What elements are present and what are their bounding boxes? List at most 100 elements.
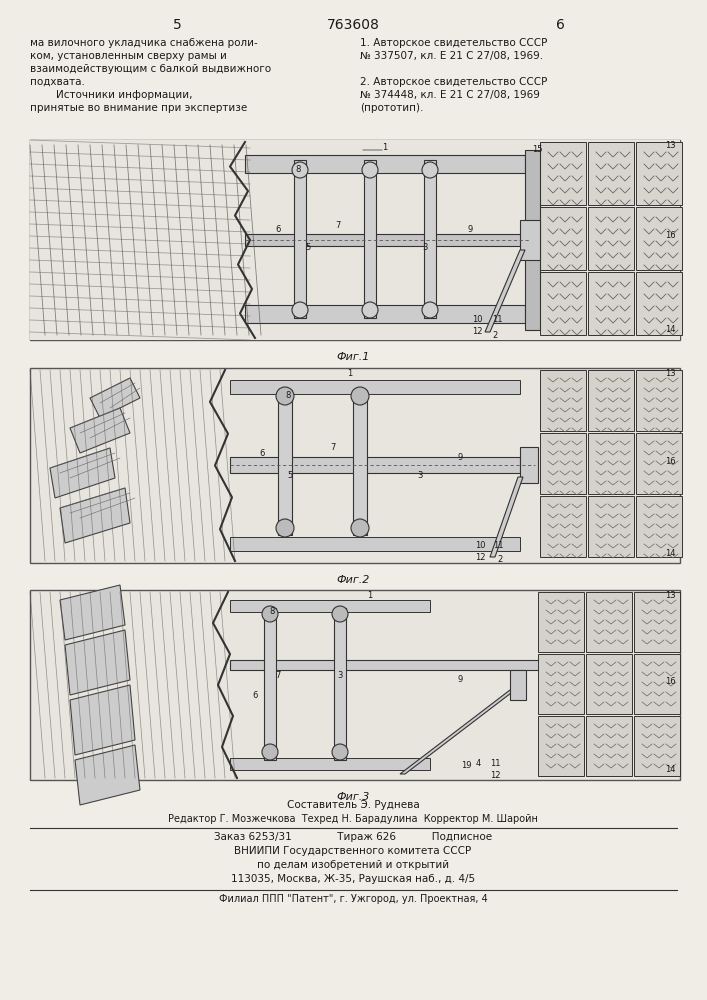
Bar — [540, 496, 586, 557]
Text: № 337507, кл. Е 21 С 27/08, 1969.: № 337507, кл. Е 21 С 27/08, 1969. — [360, 51, 543, 61]
Text: 19: 19 — [461, 762, 472, 770]
Text: 2. Авторское свидетельство СССР: 2. Авторское свидетельство СССР — [360, 77, 547, 87]
Polygon shape — [90, 378, 140, 418]
Bar — [230, 457, 520, 473]
Bar — [334, 608, 346, 760]
Polygon shape — [60, 488, 130, 543]
Text: 6: 6 — [556, 18, 564, 32]
Bar — [230, 758, 430, 770]
Circle shape — [362, 302, 378, 318]
Bar — [540, 433, 586, 494]
Text: Филиал ППП "Патент", г. Ужгород, ул. Проектная, 4: Филиал ППП "Патент", г. Ужгород, ул. Про… — [218, 894, 487, 904]
Polygon shape — [65, 630, 130, 695]
Bar — [525, 150, 540, 330]
Polygon shape — [60, 585, 125, 640]
Text: 9: 9 — [457, 674, 462, 684]
Bar — [634, 716, 680, 776]
Circle shape — [262, 744, 278, 760]
Polygon shape — [70, 408, 130, 453]
Text: 3: 3 — [422, 243, 428, 252]
Text: взаимодействующим с балкой выдвижного: взаимодействующим с балкой выдвижного — [30, 64, 271, 74]
Text: 15: 15 — [532, 145, 542, 154]
Polygon shape — [490, 477, 523, 557]
Text: 11: 11 — [492, 316, 502, 324]
Text: Редактор Г. Мозжечкова  Техред Н. Барадулина  Корректор М. Шаройн: Редактор Г. Мозжечкова Техред Н. Барадул… — [168, 814, 538, 824]
Circle shape — [332, 606, 348, 622]
Text: 6: 6 — [259, 448, 264, 458]
Text: № 374448, кл. Е 21 С 27/08, 1969: № 374448, кл. Е 21 С 27/08, 1969 — [360, 90, 540, 100]
Circle shape — [292, 302, 308, 318]
Text: 16: 16 — [665, 676, 675, 686]
Bar — [245, 234, 535, 246]
Bar — [586, 716, 632, 776]
Bar — [538, 654, 584, 714]
Bar — [424, 160, 436, 318]
Text: Фиг.1: Фиг.1 — [337, 352, 370, 362]
Bar — [538, 716, 584, 776]
Bar — [520, 447, 538, 483]
Circle shape — [276, 519, 294, 537]
Bar — [636, 433, 682, 494]
Text: 9: 9 — [467, 226, 472, 234]
Bar — [586, 592, 632, 652]
Text: 16: 16 — [665, 456, 675, 466]
Bar — [540, 370, 586, 431]
Text: 7: 7 — [335, 221, 341, 230]
Text: 12: 12 — [490, 770, 501, 780]
Polygon shape — [50, 448, 115, 498]
Circle shape — [362, 162, 378, 178]
Bar — [30, 140, 680, 340]
Text: Фиг.2: Фиг.2 — [337, 575, 370, 585]
Text: 8: 8 — [286, 391, 291, 400]
Bar — [636, 496, 682, 557]
Text: 1: 1 — [368, 591, 373, 600]
Circle shape — [276, 387, 294, 405]
Text: подхвата.: подхвата. — [30, 77, 85, 87]
Text: 13: 13 — [665, 368, 675, 377]
Bar — [636, 272, 682, 335]
Text: Заказ 6253/31              Тираж 626           Подписное: Заказ 6253/31 Тираж 626 Подписное — [214, 832, 492, 842]
Bar — [540, 272, 586, 335]
Text: 8: 8 — [269, 607, 275, 616]
Text: 16: 16 — [665, 231, 675, 239]
Text: 9: 9 — [457, 452, 462, 462]
Bar — [230, 600, 430, 612]
Bar — [230, 380, 520, 394]
Bar — [364, 160, 376, 318]
Text: по делам изобретений и открытий: по делам изобретений и открытий — [257, 860, 449, 870]
Circle shape — [351, 519, 369, 537]
Text: 5: 5 — [287, 471, 293, 480]
Text: 12: 12 — [472, 328, 482, 336]
Bar — [636, 207, 682, 270]
Bar — [30, 140, 680, 340]
Bar — [634, 592, 680, 652]
Text: (прототип).: (прототип). — [360, 103, 423, 113]
Text: ВНИИПИ Государственного комитета СССР: ВНИИПИ Государственного комитета СССР — [235, 846, 472, 856]
Text: 14: 14 — [665, 326, 675, 334]
Bar — [30, 590, 680, 780]
Polygon shape — [75, 745, 140, 805]
Text: 7: 7 — [330, 442, 336, 452]
Bar — [245, 305, 525, 323]
Bar — [540, 142, 586, 205]
Text: 5: 5 — [173, 18, 182, 32]
Bar — [264, 608, 276, 760]
Bar — [588, 433, 634, 494]
Text: 12: 12 — [474, 552, 485, 562]
Text: 3: 3 — [337, 670, 343, 680]
Text: 1. Авторское свидетельство СССР: 1. Авторское свидетельство СССР — [360, 38, 547, 48]
Bar — [510, 670, 526, 700]
Text: 14: 14 — [665, 766, 675, 774]
Circle shape — [351, 387, 369, 405]
Polygon shape — [70, 685, 135, 755]
Polygon shape — [400, 690, 515, 774]
Text: ма вилочного укладчика снабжена роли-: ма вилочного укладчика снабжена роли- — [30, 38, 258, 48]
Bar — [294, 160, 306, 318]
Bar — [245, 155, 525, 173]
Text: 1: 1 — [347, 369, 353, 378]
Text: 11: 11 — [490, 760, 501, 768]
Bar — [538, 592, 584, 652]
Text: 10: 10 — [474, 540, 485, 550]
Bar — [636, 142, 682, 205]
Text: 7: 7 — [275, 670, 281, 680]
